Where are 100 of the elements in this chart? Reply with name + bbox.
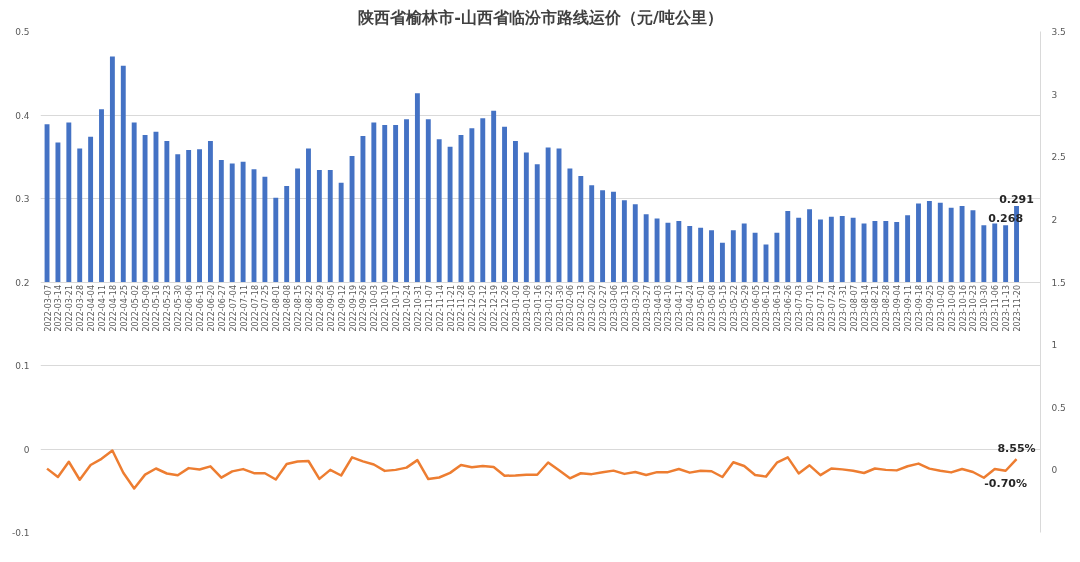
bar xyxy=(654,218,660,282)
bar xyxy=(164,140,170,282)
x-tick-label: 2023-08-21 xyxy=(871,284,881,332)
x-tick-label: 2022-08-29 xyxy=(315,284,325,332)
bar xyxy=(828,216,834,282)
bar xyxy=(774,232,780,282)
y2-tick-label: 0.5 xyxy=(1051,402,1066,413)
x-tick-label: 2023-08-14 xyxy=(860,284,870,332)
x-tick-label: 2022-08-15 xyxy=(294,284,304,332)
bar xyxy=(393,125,399,282)
bar xyxy=(567,168,573,282)
bar xyxy=(197,149,202,282)
x-tick-label: 2023-11-20 xyxy=(1013,284,1023,332)
y2-tick-label: 2.5 xyxy=(1051,152,1066,163)
x-tick-label: 2023-06-19 xyxy=(773,284,783,332)
x-tick-label: 2022-07-18 xyxy=(250,284,260,332)
x-tick-label: 2023-11-13 xyxy=(1002,284,1012,332)
x-tick-label: 2022-09-05 xyxy=(326,284,336,332)
bar xyxy=(883,221,889,282)
bar xyxy=(545,147,551,282)
bar xyxy=(948,207,954,282)
x-tick-label: 2023-02-27 xyxy=(599,284,609,332)
bar xyxy=(807,209,813,282)
x-tick-label: 2023-02-06 xyxy=(566,284,576,332)
bar xyxy=(240,161,246,282)
bar xyxy=(600,190,606,282)
x-tick-label: 2023-01-23 xyxy=(544,284,554,332)
x-tick-label: 2023-02-20 xyxy=(588,284,598,332)
bar xyxy=(436,139,442,282)
bar xyxy=(273,197,279,282)
x-tick-label: 2022-10-03 xyxy=(370,284,380,332)
bar xyxy=(709,230,714,282)
x-tick-label: 2022-03-28 xyxy=(76,284,86,332)
bar xyxy=(425,119,431,282)
bar xyxy=(698,227,704,282)
x-tick-label: 2023-10-09 xyxy=(947,284,957,332)
x-tick-label: 2023-08-07 xyxy=(849,284,859,332)
x-tick-label: 2023-06-12 xyxy=(762,284,772,332)
x-tick-label: 2023-10-16 xyxy=(958,284,968,332)
bar xyxy=(730,230,736,282)
y2-tick-label: 3 xyxy=(1051,89,1058,100)
x-tick-label: 2023-03-27 xyxy=(642,284,652,332)
x-tick-label: 2022-06-06 xyxy=(185,284,195,332)
bar xyxy=(872,221,878,282)
y-tick-label: 0.5 xyxy=(15,27,30,37)
x-tick-label: 2023-04-24 xyxy=(686,284,696,332)
x-tick-label: 2023-04-10 xyxy=(664,284,674,332)
bar xyxy=(120,65,126,282)
y-tick-label: 0.2 xyxy=(15,277,30,288)
x-tick-label: 2022-08-08 xyxy=(283,284,293,332)
bar xyxy=(981,225,987,282)
bar xyxy=(55,142,61,282)
x-tick-label: 2023-05-29 xyxy=(740,284,750,332)
x-tick-label: 2023-01-02 xyxy=(511,284,521,332)
bar xyxy=(959,206,965,282)
bar xyxy=(621,200,627,282)
x-tick-label: 2022-08-22 xyxy=(304,284,314,332)
bar xyxy=(916,203,921,282)
bar xyxy=(382,125,388,282)
y-tick-label: 0 xyxy=(23,444,30,455)
x-tick-label: 2022-12-19 xyxy=(490,284,500,332)
bar xyxy=(371,122,377,282)
y2-tick-label: 0 xyxy=(1051,465,1058,476)
bar xyxy=(306,148,311,282)
x-tick-label: 2022-05-30 xyxy=(174,284,184,332)
x-tick-label: 2022-10-17 xyxy=(392,284,402,332)
x-tick-label: 2022-05-16 xyxy=(152,284,162,332)
y-tick-label: 0.3 xyxy=(15,194,30,204)
x-tick-label: 2022-11-28 xyxy=(457,284,467,332)
x-tick-label: 2022-06-27 xyxy=(217,284,227,332)
x-tick-label: 2022-07-11 xyxy=(239,284,249,332)
x-tick-label: 2023-10-23 xyxy=(969,284,979,332)
x-tick-label: 2023-09-11 xyxy=(904,284,914,332)
bar xyxy=(632,204,638,282)
x-tick-label: 2022-09-19 xyxy=(348,284,358,332)
x-tick-label: 2022-11-21 xyxy=(446,284,456,332)
x-tick-label: 2022-07-04 xyxy=(228,284,238,332)
bar xyxy=(796,217,802,282)
x-tick-label: 2023-06-26 xyxy=(784,284,794,332)
x-tick-label: 2022-10-24 xyxy=(403,284,413,332)
bar xyxy=(937,202,943,282)
bar xyxy=(360,135,366,282)
bar xyxy=(589,185,595,282)
bar xyxy=(534,164,540,282)
x-tick-label: 2023-05-15 xyxy=(718,284,728,332)
x-tick-label: 2022-03-07 xyxy=(43,284,53,332)
x-tick-label: 2022-07-25 xyxy=(261,284,271,332)
x-tick-label: 2023-01-30 xyxy=(555,284,565,332)
x-tick-label: 2022-09-12 xyxy=(337,284,347,332)
x-tick-label: 2022-11-07 xyxy=(424,284,434,332)
bar xyxy=(741,223,747,282)
bar xyxy=(1003,225,1009,282)
x-tick-label: 2023-05-08 xyxy=(708,284,718,332)
bar xyxy=(839,216,845,282)
x-tick-label: 2023-04-03 xyxy=(653,284,663,332)
bar xyxy=(719,242,725,282)
bar xyxy=(414,93,420,282)
x-tick-label: 2023-02-13 xyxy=(577,284,587,332)
bar xyxy=(512,140,518,282)
bar xyxy=(295,168,301,282)
